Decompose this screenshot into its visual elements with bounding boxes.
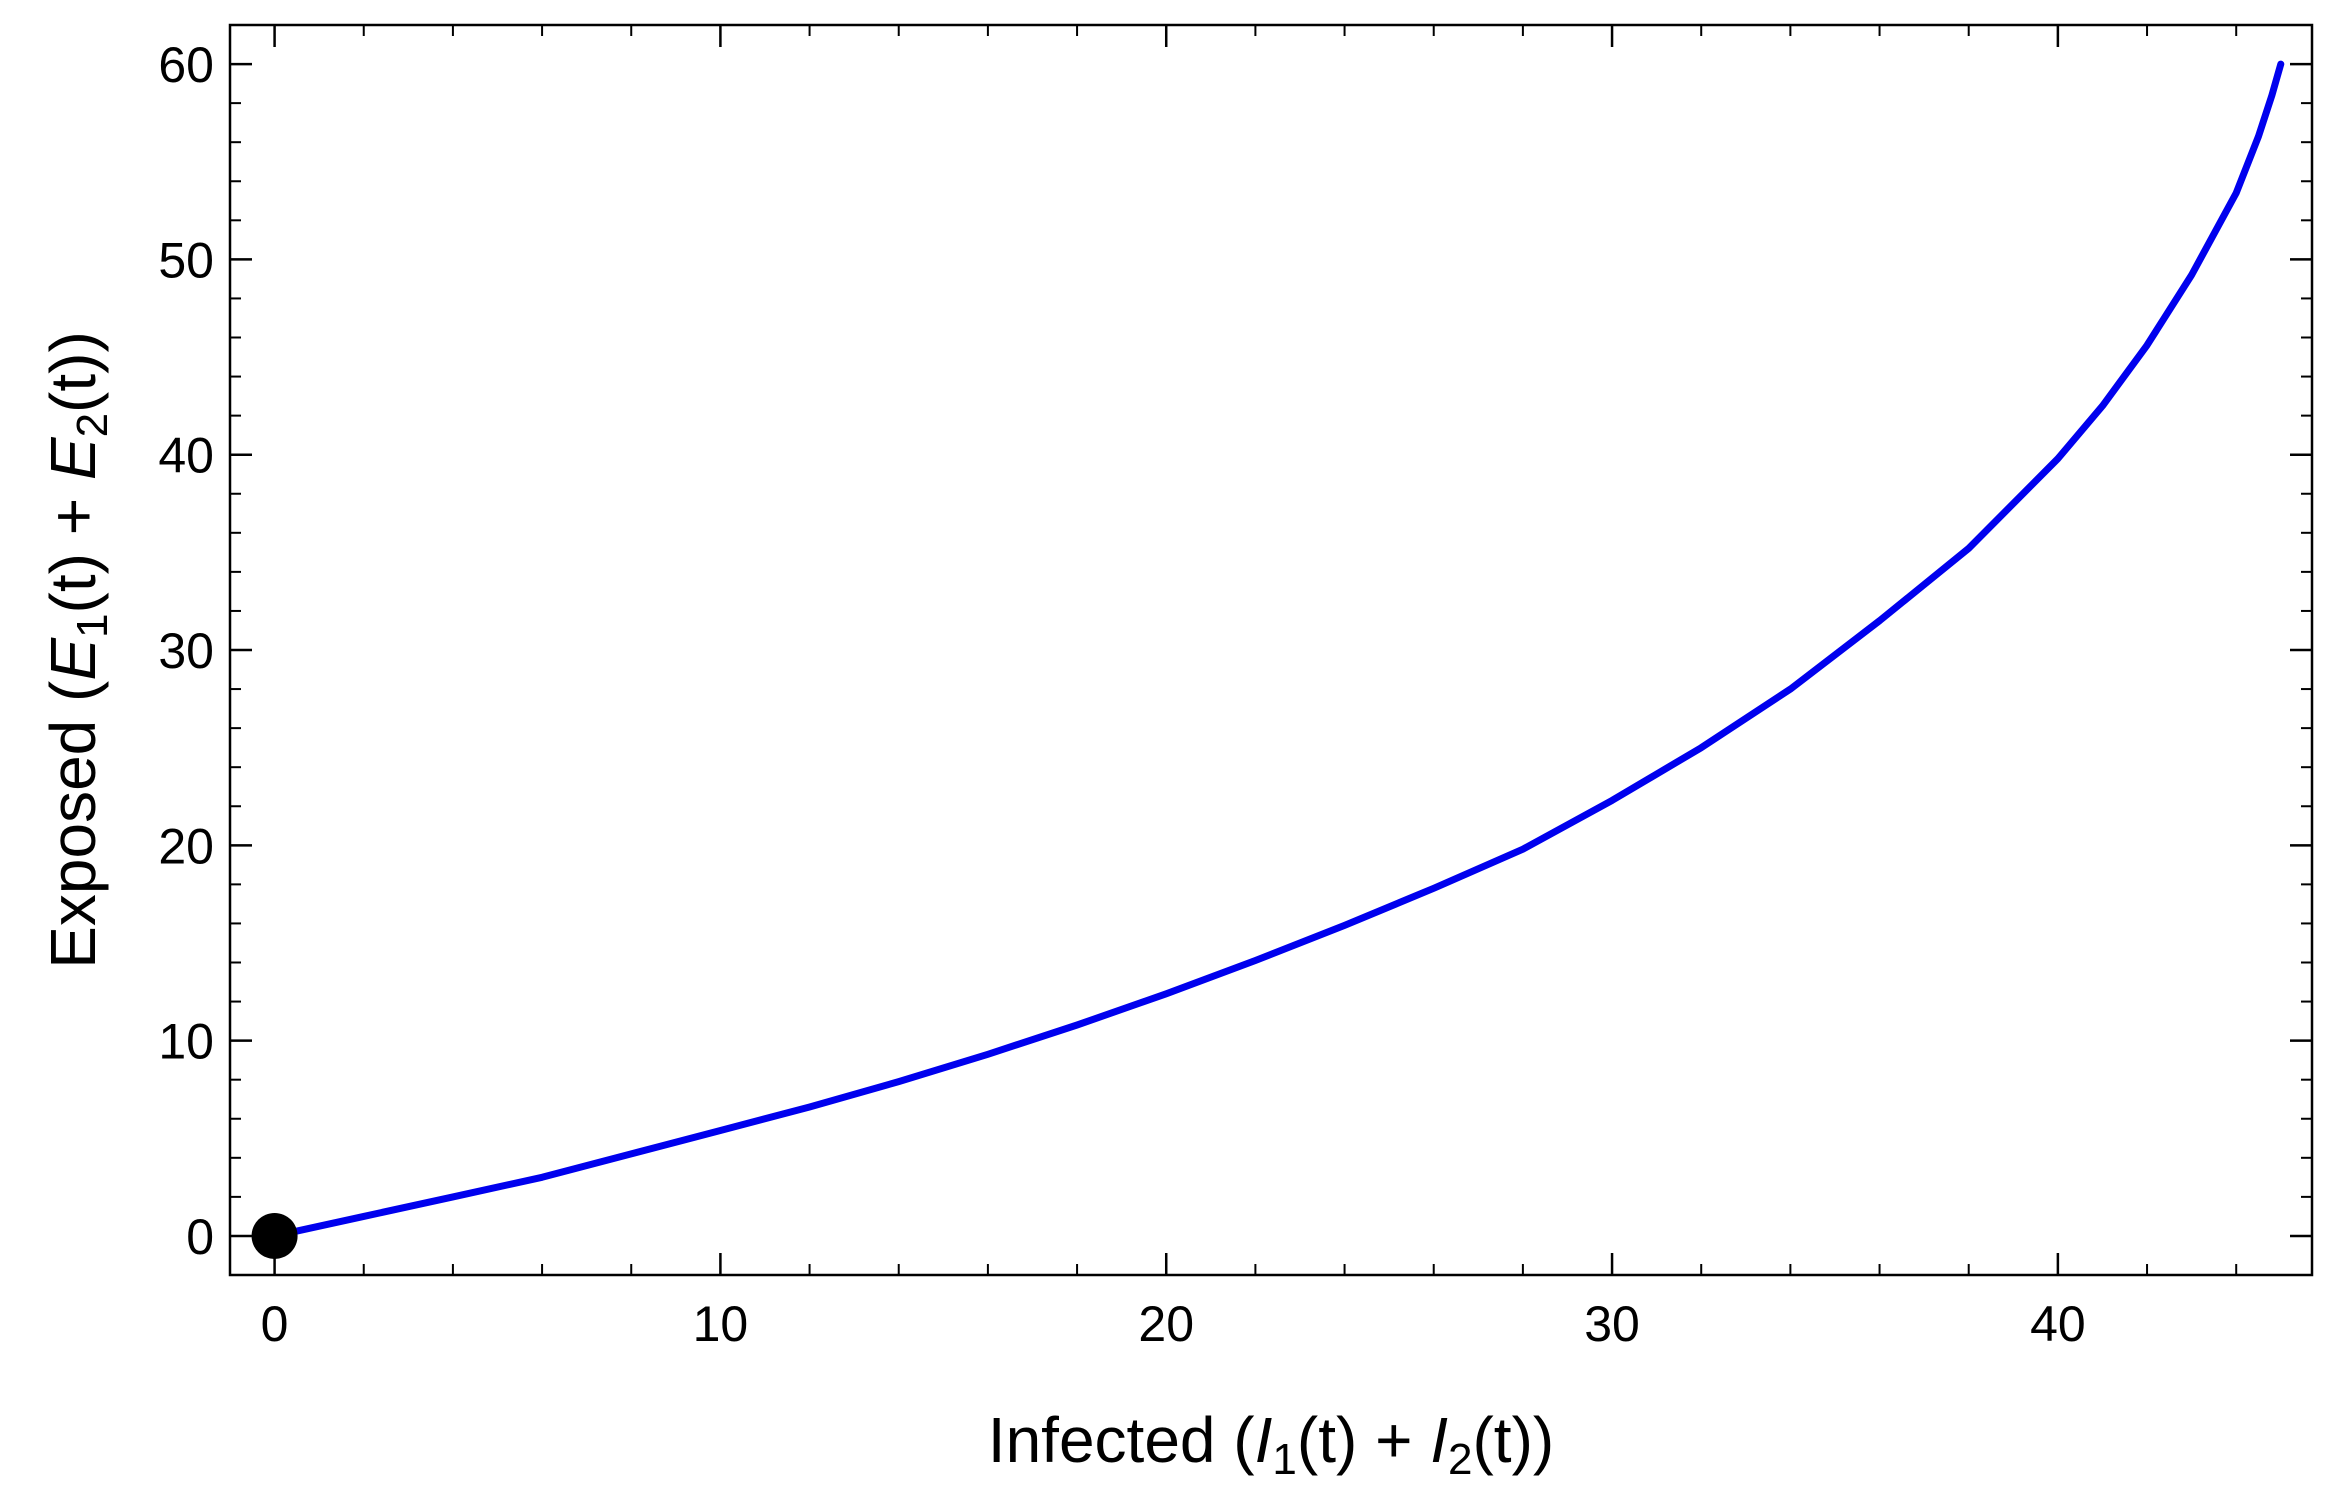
y-axis-title: Exposed (E1(t) + E2(t)) (37, 331, 117, 969)
y-tick-label: 10 (158, 1014, 214, 1070)
y-title-suffix: (t)) (37, 331, 109, 413)
plot-frame (228, 23, 2314, 1277)
x-title-sub2: 2 (1448, 1435, 1472, 1484)
y-tick-label: 0 (186, 1209, 214, 1265)
y-title-sub2: 2 (68, 413, 117, 437)
y-title-sub1: 1 (68, 613, 117, 637)
x-tick-label: 30 (1584, 1296, 1640, 1352)
x-title-mid: (t) + (1297, 1404, 1430, 1476)
x-axis-title: Infected (I1(t) + I2(t)) (988, 1404, 1554, 1484)
y-title-var1: E (37, 637, 109, 681)
ticks-layer (230, 24, 2312, 1276)
y-title-prefix: Exposed ( (37, 681, 109, 969)
y-tick-label: 30 (158, 623, 214, 679)
x-title-sub1: 1 (1272, 1435, 1296, 1484)
x-title-var1: I (1255, 1404, 1273, 1476)
y-tick-label: 40 (158, 428, 214, 484)
x-tick-label: 0 (261, 1296, 289, 1352)
x-tick-label: 20 (1138, 1296, 1194, 1352)
y-tick-label: 20 (158, 818, 214, 874)
trajectory-line (271, 60, 2285, 1240)
x-title-var2: I (1430, 1404, 1448, 1476)
x-title-prefix: Infected ( (988, 1404, 1255, 1476)
start-point-marker (251, 1212, 298, 1259)
y-tick-label: 50 (158, 232, 214, 288)
y-title-var2: E (37, 436, 109, 480)
series-layer (251, 60, 2285, 1259)
x-tick-label: 40 (2030, 1296, 2086, 1352)
y-title-mid: (t) + (37, 480, 109, 613)
x-tick-label: 10 (693, 1296, 749, 1352)
y-tick-label: 60 (158, 37, 214, 93)
tick-labels-layer: 0 10 20 30 40 0 10 20 30 40 50 60 (158, 37, 2085, 1352)
x-title-suffix: (t)) (1472, 1404, 1554, 1476)
